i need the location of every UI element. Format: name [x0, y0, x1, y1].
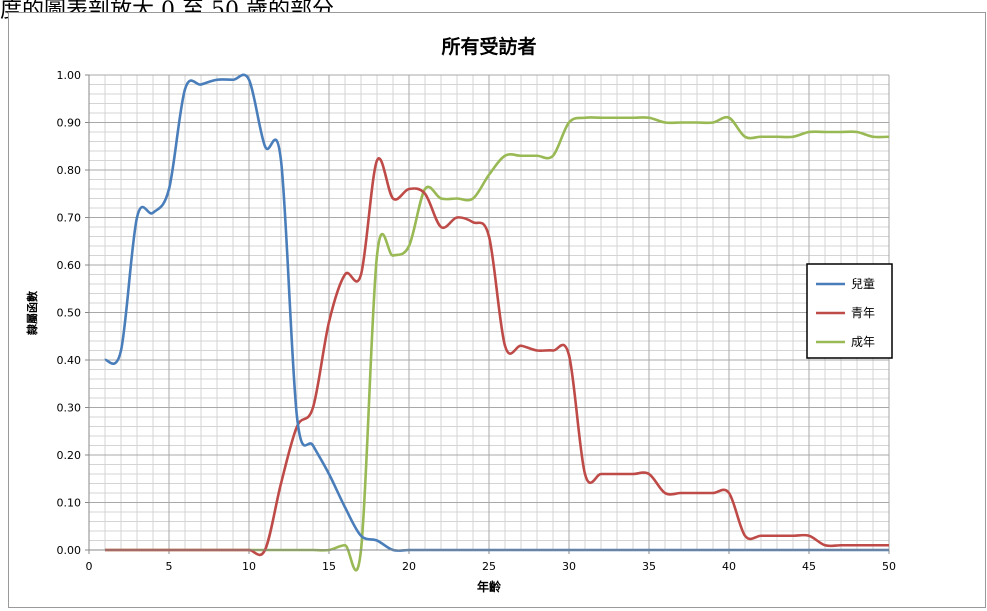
x-axis-ticks: 0 5 10 15 20 25 30 35 40 45 50: [86, 550, 896, 573]
y-tick-label: 0.80: [57, 164, 82, 177]
x-tick-label: 50: [882, 560, 896, 573]
x-tick-label: 40: [722, 560, 736, 573]
y-tick-label: 0.70: [57, 212, 82, 225]
series-lines: [104, 73, 890, 572]
legend-label-2: 成年: [851, 335, 875, 349]
x-tick-label: 30: [562, 560, 576, 573]
x-tick-label: 20: [402, 560, 416, 573]
chart-title: 所有受訪者: [441, 35, 536, 58]
x-tick-label: 25: [482, 560, 496, 573]
legend-label-1: 青年: [851, 306, 875, 320]
y-axis-ticks: 0.00 0.10 0.20 0.30 0.40 0.50 0.60 0.70 0.80 0.90…: [57, 69, 89, 557]
x-tick-label: 35: [642, 560, 656, 573]
y-tick-label: 0.60: [57, 259, 82, 272]
x-tick-label: 0: [86, 560, 93, 573]
y-tick-label: 0.40: [57, 354, 82, 367]
x-tick-label: 5: [166, 560, 173, 573]
y-tick-label: 0.20: [57, 449, 82, 462]
x-tick-label: 45: [802, 560, 816, 573]
x-tick-label: 15: [322, 560, 336, 573]
y-tick-label: 1.00: [57, 69, 82, 82]
line-chart: 所有受訪者 0.000.100.200.300.400.500.600.700.…: [25, 35, 896, 594]
y-tick-label: 0.10: [57, 497, 82, 510]
y-tick-label: 0.00: [57, 544, 82, 557]
y-tick-label: 0.90: [57, 117, 82, 130]
y-tick-label: 0.50: [57, 307, 82, 320]
major-grid: [88, 74, 890, 551]
legend-box: [806, 263, 893, 359]
x-tick-label: 10: [242, 560, 256, 573]
y-tick-label: 0.30: [57, 402, 82, 415]
legend-label-0: 兒童: [851, 276, 875, 291]
y-axis-label: 隸屬函數: [25, 291, 39, 335]
x-axis-label: 年齡: [477, 579, 501, 594]
chart-frame: 所有受訪者 0.00 0.10 0.20 0.30 0.40 0.50 0.60 0.70 0.…: [8, 12, 986, 608]
